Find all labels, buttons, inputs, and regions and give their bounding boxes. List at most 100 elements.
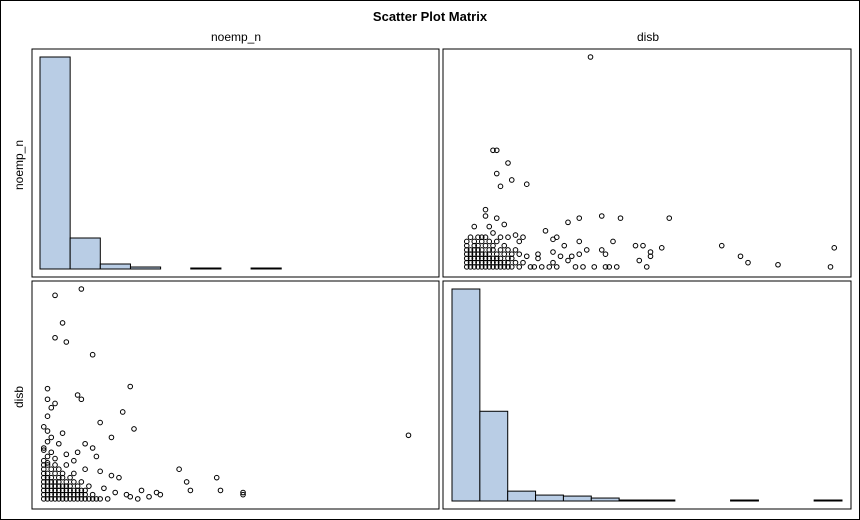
scatter-point (471, 223, 478, 230)
scatter-point (134, 496, 141, 502)
scatter-point (463, 238, 470, 245)
scatter-point (97, 468, 103, 475)
scatter-point (718, 242, 725, 249)
scatter-point (119, 409, 126, 415)
scatter-point (636, 257, 643, 264)
scatter-point (482, 206, 489, 213)
scatter-point (82, 440, 88, 447)
column-label-disb: disb (637, 30, 659, 44)
scatter-point (78, 487, 85, 494)
histogram-bar (618, 499, 648, 502)
scatter-point (550, 259, 556, 266)
scatter-point (123, 491, 130, 498)
histogram-bar (562, 495, 592, 502)
scatter-point (737, 253, 744, 260)
scatter-point (610, 238, 616, 245)
scatter-point (183, 479, 190, 485)
scatter-point (217, 487, 224, 494)
scatter-point (40, 447, 47, 453)
scatter-point (101, 485, 107, 492)
scatter-point (617, 215, 624, 221)
scatter-point (745, 259, 751, 266)
panel-disb-vs-noemp_n (442, 48, 852, 278)
scatter-point (598, 213, 605, 219)
scatter-point (482, 251, 489, 257)
scatter-point (531, 264, 538, 270)
scatter-point (643, 264, 650, 270)
scatter-point (591, 264, 598, 270)
scatter-point (493, 238, 500, 245)
scatter-point (538, 264, 545, 270)
scatter-point (108, 472, 115, 479)
scatter-point (553, 234, 560, 240)
scatter-point (71, 470, 77, 477)
scatter-point (44, 413, 51, 420)
scatter-point (44, 396, 51, 403)
scatter-point (486, 223, 493, 230)
disb-histogram-bars (451, 288, 843, 502)
histogram-bar (590, 497, 620, 502)
scatter-point (467, 234, 474, 240)
histogram-bar (69, 237, 101, 270)
scatter-point (493, 215, 500, 221)
scatter-point (146, 493, 152, 500)
scatter-point (52, 292, 58, 299)
histogram-bar (190, 267, 222, 270)
scatter-point (478, 247, 485, 253)
histogram-bar (507, 490, 537, 502)
scatter-point (553, 264, 560, 270)
scatter-point (482, 213, 489, 219)
scatter-point (52, 479, 58, 485)
scatter-point (613, 264, 620, 270)
scatter-point (493, 170, 500, 177)
scatter-point (52, 334, 58, 341)
scatter-point (576, 238, 583, 245)
scatter-point (59, 470, 66, 477)
scatter-point (82, 487, 88, 494)
scatter-point (40, 424, 47, 430)
scatter-point (405, 432, 412, 439)
panel-disb-histogram (442, 280, 852, 510)
scatter-point (82, 466, 88, 473)
scatter-point (44, 428, 51, 434)
scatter-point (827, 264, 834, 270)
column-label-noemp_n: noemp_n (211, 30, 261, 44)
scatter-point (153, 489, 160, 496)
scatter-point (67, 483, 73, 489)
scatter-point (74, 392, 81, 398)
scatter-point (131, 426, 137, 432)
histogram-bar (535, 494, 564, 502)
scatter-point (580, 264, 586, 270)
scatter-point (44, 453, 51, 460)
scatter-point (176, 466, 182, 473)
chart-title: Scatter Plot Matrix (373, 9, 488, 24)
scatter-point (505, 255, 511, 262)
scatter-point (48, 474, 55, 481)
scatter-point (44, 438, 51, 445)
scatter-point (116, 474, 122, 481)
scatter-point (568, 253, 575, 260)
scatter-point (48, 404, 55, 411)
scatter-point (775, 261, 781, 268)
scatter-point (108, 434, 115, 441)
histogram-bar (730, 499, 759, 502)
scatter-point (493, 147, 500, 154)
panel-noemp_n-histogram (31, 48, 440, 278)
scatter-point (516, 264, 523, 270)
scatter-point (565, 219, 571, 226)
scatter-point (63, 339, 70, 345)
scatter-point (546, 264, 553, 270)
scatter-point (486, 247, 493, 253)
scatter-point (104, 496, 111, 502)
scatter-point (138, 487, 145, 494)
noemp_n-histogram-bars (39, 56, 282, 270)
histogram-bar (813, 499, 843, 502)
scatter-point (86, 496, 92, 502)
scatter-point (213, 474, 220, 481)
scatter-point (240, 489, 246, 496)
scatter-point (505, 160, 511, 166)
scatter-point (535, 251, 541, 257)
scatter-point (602, 251, 609, 257)
scatter-point (56, 466, 62, 473)
scatter-point (490, 147, 496, 154)
